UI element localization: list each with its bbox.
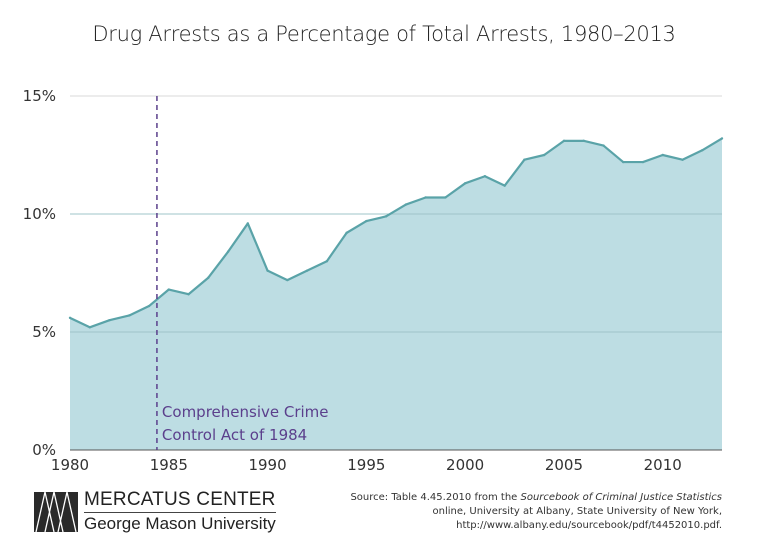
y-tick-label: 15%: [23, 87, 56, 105]
data-point-1988: [226, 250, 230, 253]
data-point-2011: [681, 158, 684, 161]
data-point-1992: [305, 269, 309, 272]
data-point-1980: [68, 316, 72, 320]
x-tick-label: 2010: [644, 456, 682, 474]
data-point-1996: [384, 215, 388, 218]
x-tick-label: 2005: [545, 456, 583, 474]
data-point-1983: [128, 314, 131, 317]
data-point-1999: [444, 196, 447, 199]
data-point-1987: [207, 276, 210, 279]
data-point-2013: [720, 137, 724, 140]
data-point-2002: [503, 184, 506, 187]
logo-subname: George Mason University: [84, 514, 276, 533]
area-fill: [70, 138, 722, 451]
mercatus-logo-mark-icon: [34, 491, 78, 532]
x-tick-label: 1985: [150, 456, 188, 474]
source-note: Source: Table 4.45.2010 from the Sourceb…: [350, 491, 722, 533]
x-tick-label: 1995: [347, 456, 385, 474]
data-point-1985: [167, 288, 170, 291]
data-point-2004: [542, 153, 546, 157]
data-point-2006: [582, 139, 585, 143]
data-point-1994: [345, 231, 348, 235]
y-tick-label: 5%: [32, 323, 56, 341]
data-point-2009: [641, 160, 645, 164]
annotation-label: Control Act of 1984: [162, 426, 307, 444]
data-point-2000: [463, 182, 467, 185]
data-point-1995: [365, 219, 368, 223]
x-tick-label: 1990: [248, 456, 286, 474]
data-point-1981: [88, 326, 91, 329]
y-tick-label: 0%: [32, 441, 56, 459]
x-tick-label: 1980: [51, 456, 89, 474]
data-point-1984: [147, 304, 151, 308]
series-line: [69, 137, 723, 329]
data-point-1998: [424, 196, 427, 199]
data-point-2003: [523, 158, 526, 161]
y-tick-label: 10%: [23, 205, 56, 223]
source-line-2: online, University at Albany, State Univ…: [432, 506, 722, 517]
annotation-label: Comprehensive Crime: [162, 403, 329, 421]
data-point-1989: [246, 222, 250, 225]
data-point-2005: [562, 139, 566, 143]
data-point-2010: [661, 153, 664, 157]
source-url: http://www.albany.edu/sourcebook/pdf/t44…: [456, 520, 722, 531]
data-point-1990: [266, 269, 269, 272]
data-point-1993: [325, 260, 329, 263]
source-prefix: Source: Table 4.45.2010 from the: [350, 492, 521, 503]
data-point-2007: [602, 144, 605, 147]
source-title: Sourcebook of Criminal Justice Statistic…: [520, 492, 723, 503]
data-point-2012: [701, 149, 704, 152]
x-tick-label: 2000: [446, 456, 484, 474]
data-point-1986: [187, 293, 190, 296]
data-point-1997: [404, 203, 408, 206]
data-point-2001: [483, 175, 487, 178]
data-point-1982: [108, 319, 111, 322]
logo-name: MERCATUS CENTER: [84, 489, 276, 513]
mercatus-logo: MERCATUS CENTER George Mason University: [34, 489, 276, 534]
data-point-2008: [622, 160, 625, 164]
data-point-1991: [286, 278, 289, 282]
chart-title: Drug Arrests as a Percentage of Total Ar…: [92, 22, 676, 46]
